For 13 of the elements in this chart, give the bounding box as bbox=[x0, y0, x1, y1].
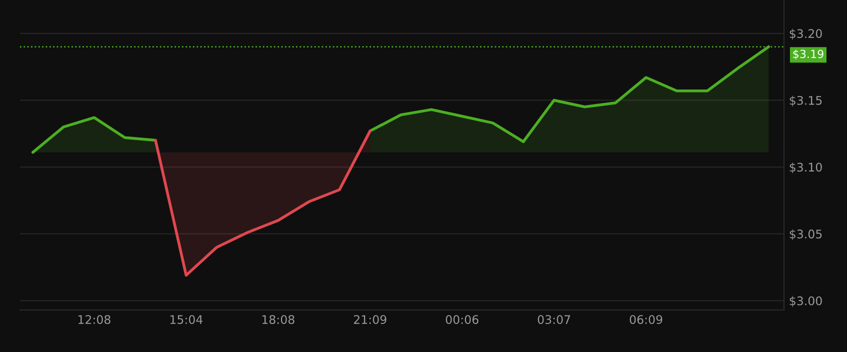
x-tick-label: 21:09 bbox=[354, 315, 386, 324]
x-tick-label: 15:04 bbox=[170, 315, 203, 324]
x-tick-label: 06:09 bbox=[630, 315, 662, 324]
x-tick-label: 12:08 bbox=[78, 315, 110, 324]
y-tick-label: $3.00 bbox=[790, 296, 822, 307]
y-tick-label: $3.05 bbox=[790, 229, 822, 240]
y-tick-label: $3.20 bbox=[790, 28, 822, 40]
x-tick-label: 18:08 bbox=[262, 315, 294, 324]
x-tick-label: 00:06 bbox=[446, 315, 478, 324]
y-tick-label: $3.10 bbox=[790, 162, 822, 174]
y-tick-label: $3.15 bbox=[790, 96, 822, 106]
x-tick-label: 03:07 bbox=[538, 315, 570, 324]
ref-line-label: $3.19 bbox=[793, 50, 824, 60]
